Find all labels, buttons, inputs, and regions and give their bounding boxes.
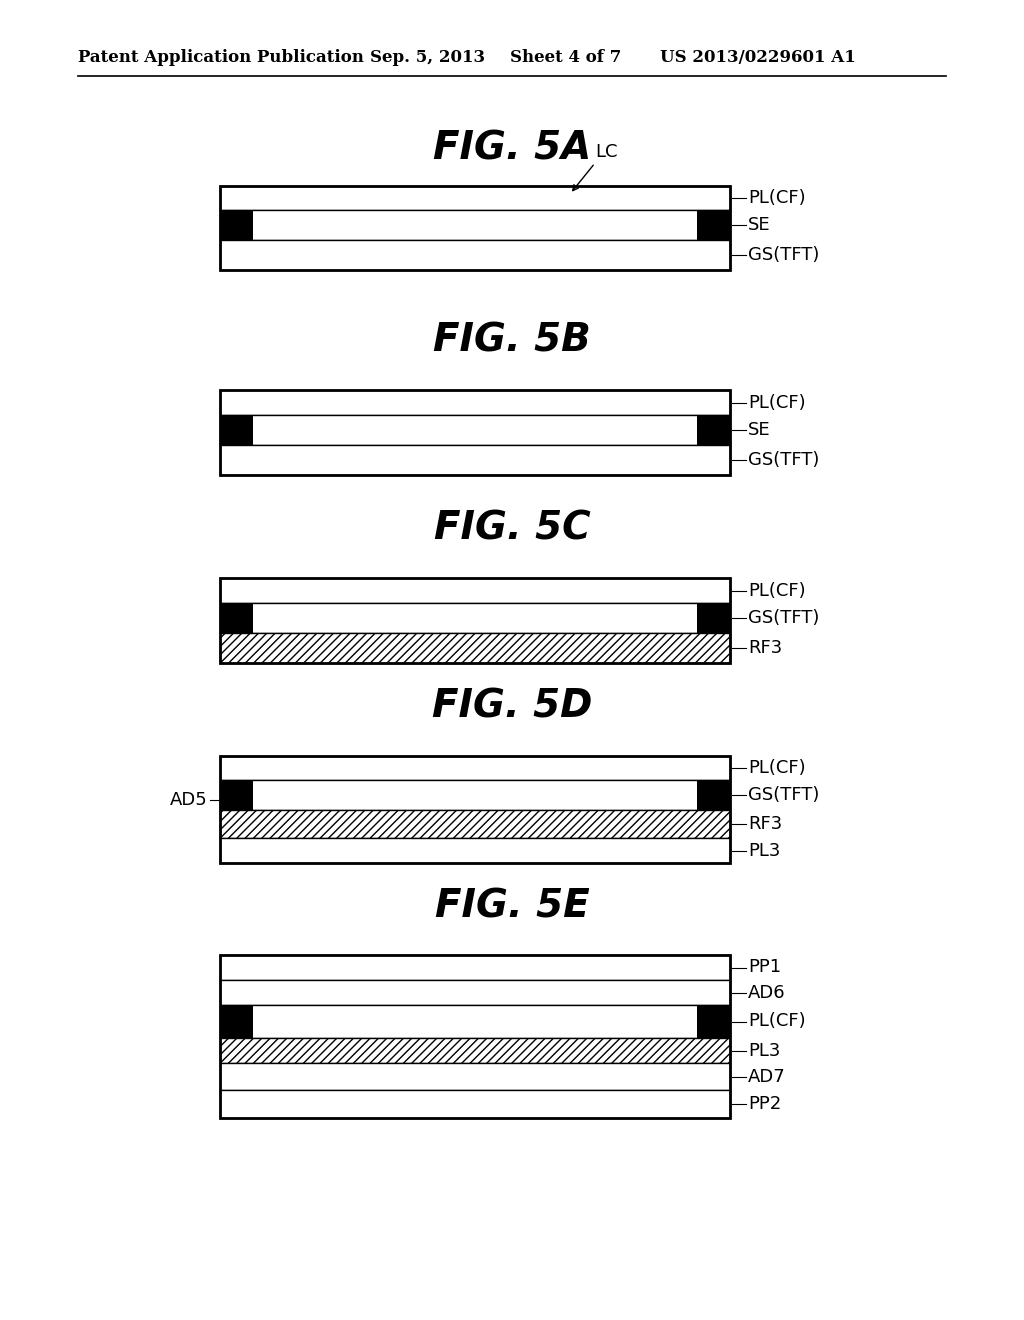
Text: US 2013/0229601 A1: US 2013/0229601 A1 bbox=[660, 49, 856, 66]
Text: Sheet 4 of 7: Sheet 4 of 7 bbox=[510, 49, 622, 66]
Bar bbox=[220, 1038, 730, 1063]
Text: FIG. 5C: FIG. 5C bbox=[434, 510, 590, 546]
Text: AD7: AD7 bbox=[748, 1068, 785, 1085]
Bar bbox=[220, 578, 730, 603]
Bar bbox=[220, 979, 730, 1005]
Text: SE: SE bbox=[748, 421, 771, 440]
Text: FIG. 5B: FIG. 5B bbox=[433, 321, 591, 359]
Text: PL3: PL3 bbox=[748, 1041, 780, 1060]
Text: GS(TFT): GS(TFT) bbox=[748, 451, 819, 469]
Text: PL(CF): PL(CF) bbox=[748, 759, 806, 777]
Text: PL(CF): PL(CF) bbox=[748, 189, 806, 207]
Bar bbox=[220, 954, 730, 979]
Bar bbox=[220, 578, 730, 663]
Bar bbox=[220, 1090, 730, 1118]
Bar bbox=[220, 210, 253, 240]
Bar bbox=[220, 414, 253, 445]
Text: PL(CF): PL(CF) bbox=[748, 582, 806, 599]
Text: Sep. 5, 2013: Sep. 5, 2013 bbox=[370, 49, 485, 66]
Text: Patent Application Publication: Patent Application Publication bbox=[78, 49, 364, 66]
Bar bbox=[220, 603, 253, 634]
Text: PP1: PP1 bbox=[748, 958, 781, 977]
Bar bbox=[697, 1005, 730, 1038]
Bar bbox=[220, 240, 730, 271]
Bar bbox=[220, 1005, 253, 1038]
Text: PL3: PL3 bbox=[748, 842, 780, 859]
Text: RF3: RF3 bbox=[748, 814, 782, 833]
Bar bbox=[220, 1063, 730, 1090]
Text: PL(CF): PL(CF) bbox=[748, 393, 806, 412]
Bar bbox=[697, 414, 730, 445]
Bar bbox=[697, 780, 730, 810]
Bar bbox=[220, 634, 730, 663]
Bar bbox=[220, 414, 730, 445]
Bar bbox=[220, 186, 730, 271]
Bar bbox=[220, 389, 730, 414]
Text: GS(TFT): GS(TFT) bbox=[748, 609, 819, 627]
Bar bbox=[220, 445, 730, 475]
Text: PP2: PP2 bbox=[748, 1096, 781, 1113]
Bar bbox=[220, 756, 730, 780]
Text: RF3: RF3 bbox=[748, 639, 782, 657]
Bar bbox=[220, 603, 730, 634]
Text: LC: LC bbox=[595, 143, 617, 161]
Text: PL(CF): PL(CF) bbox=[748, 1012, 806, 1031]
Bar bbox=[220, 838, 730, 863]
Bar bbox=[220, 210, 730, 240]
Bar bbox=[697, 603, 730, 634]
Text: GS(TFT): GS(TFT) bbox=[748, 785, 819, 804]
Text: AD6: AD6 bbox=[748, 983, 785, 1002]
Bar bbox=[220, 780, 730, 810]
Bar bbox=[220, 954, 730, 1118]
Text: SE: SE bbox=[748, 216, 771, 234]
Bar bbox=[220, 186, 730, 210]
Text: FIG. 5A: FIG. 5A bbox=[433, 129, 591, 168]
Bar bbox=[220, 810, 730, 838]
Bar bbox=[697, 210, 730, 240]
Text: FIG. 5D: FIG. 5D bbox=[432, 686, 592, 725]
Bar bbox=[220, 389, 730, 475]
Bar bbox=[220, 756, 730, 863]
Text: GS(TFT): GS(TFT) bbox=[748, 246, 819, 264]
Bar bbox=[220, 1005, 730, 1038]
Text: FIG. 5E: FIG. 5E bbox=[434, 887, 590, 925]
Text: AD5: AD5 bbox=[170, 791, 208, 809]
Bar bbox=[220, 780, 253, 810]
